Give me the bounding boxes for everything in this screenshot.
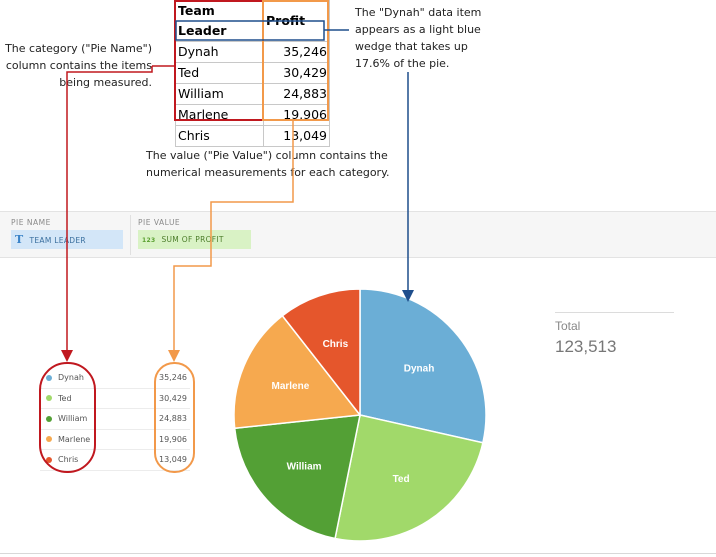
legend-color-dot [46, 436, 52, 442]
legend-item-value: 13,049 [159, 455, 187, 464]
legend-item-value: 35,246 [159, 373, 187, 382]
legend-item[interactable]: Marlene 19,906 [40, 430, 190, 450]
dynah-row-outline [175, 20, 325, 41]
sum-of-profit-field-chip[interactable]: 123 SUM OF PROFIT [138, 230, 251, 249]
legend-item-name: Chris [58, 455, 79, 464]
pie-slice-marlene[interactable] [233, 314, 362, 430]
total-label: Total [555, 319, 581, 333]
toolbar-divider [130, 215, 131, 255]
legend-item-name: Marlene [58, 434, 91, 444]
legend-color-dot [46, 415, 52, 422]
legend-item-name: William [58, 414, 88, 423]
pie-slice-chris[interactable] [281, 288, 361, 418]
legend-item-name: Ted [58, 393, 72, 403]
legend-color-dot [46, 395, 52, 401]
annotation-line: numerical measurements for each category… [146, 166, 390, 179]
table-cell-value: 35,246 [263, 41, 330, 63]
bottom-divider [0, 553, 716, 554]
name-column-outline [174, 0, 264, 121]
legend-item[interactable]: Dynah 35,246 [40, 368, 190, 389]
pie-name-label: PIE NAME [11, 218, 51, 227]
pie-slice-william[interactable] [233, 414, 361, 540]
legend-item-value: 19,906 [159, 434, 187, 444]
pie-slice-label: Ted [393, 474, 410, 485]
pie-slice-label: William [287, 461, 322, 472]
legend-names-outline [39, 362, 96, 473]
annotation-line: wedge that takes up [355, 40, 468, 53]
table-cell-name: Chris [175, 125, 264, 147]
dynah-annotation: The "Dynah" data item appears as a light… [355, 4, 505, 72]
value-arrow [168, 120, 294, 362]
pie-legend: Dynah 35,246 Ted 30,429 William 24,883 Marlene… [40, 368, 190, 471]
pie-slice-label: Chris [323, 339, 349, 350]
pie-slice-dynah[interactable] [359, 288, 487, 444]
table-cell-name: Ted [175, 62, 264, 84]
category-arrow [61, 66, 153, 362]
pie-chart: Dynah Ted William Marlene Chris [233, 288, 487, 542]
annotation-line: The category ("Pie Name") [5, 42, 152, 55]
annotation-line: 17.6% of the pie. [355, 57, 450, 70]
table-row: Ted 30,429 [175, 62, 330, 84]
annotation-line: column contains the items [5, 59, 152, 72]
table-cell-value: 13,049 [263, 125, 330, 147]
legend-color-dot [46, 456, 52, 463]
legend-item[interactable]: William 24,883 [40, 409, 190, 430]
annotation-line: appears as a light blue [355, 23, 481, 36]
annotation-line: being measured. [59, 76, 152, 89]
text-type-icon: T [15, 233, 24, 246]
team-leader-field-label: TEAM LEADER [29, 236, 86, 245]
value-column-outline [262, 0, 329, 121]
pie-value-label: PIE VALUE [138, 218, 181, 227]
source-data-table: Team Leader Profit Dynah 35,246 Ted 30,4… [175, 0, 330, 147]
sum-of-profit-field-label: SUM OF PROFIT [161, 235, 224, 244]
total-value: 123,513 [555, 337, 617, 356]
category-annotation: The category ("Pie Name") column contain… [0, 40, 152, 91]
pie-slice-ted[interactable] [334, 414, 484, 542]
table-cell-name: Dynah [175, 41, 264, 63]
value-annotation: The value ("Pie Value") column contains … [146, 147, 426, 181]
legend-item[interactable]: Chris 13,049 [40, 450, 190, 471]
total-summary: Total 123,513 [555, 312, 674, 356]
pie-slice-label: Dynah [404, 363, 435, 374]
legend-item-name: Dynah [58, 373, 84, 382]
table-row: Chris 13,049 [175, 125, 330, 147]
table-row: Dynah 35,246 [175, 41, 330, 63]
legend-color-dot [46, 374, 52, 381]
legend-item[interactable]: Ted 30,429 [40, 389, 190, 409]
pie-slice-label: Marlene [271, 381, 309, 392]
source-table-header: Team Leader Profit [175, 0, 330, 42]
legend-values-outline [154, 362, 195, 473]
legend-item-value: 30,429 [159, 393, 187, 403]
annotation-line: The "Dynah" data item [355, 6, 482, 19]
annotation-line: The value ("Pie Value") column contains … [146, 149, 388, 162]
field-toolbar: PIE NAME PIE VALUE T TEAM LEADER 123 SUM O… [0, 211, 716, 258]
legend-item-value: 24,883 [159, 414, 187, 423]
numeric-type-icon: 123 [142, 237, 156, 244]
